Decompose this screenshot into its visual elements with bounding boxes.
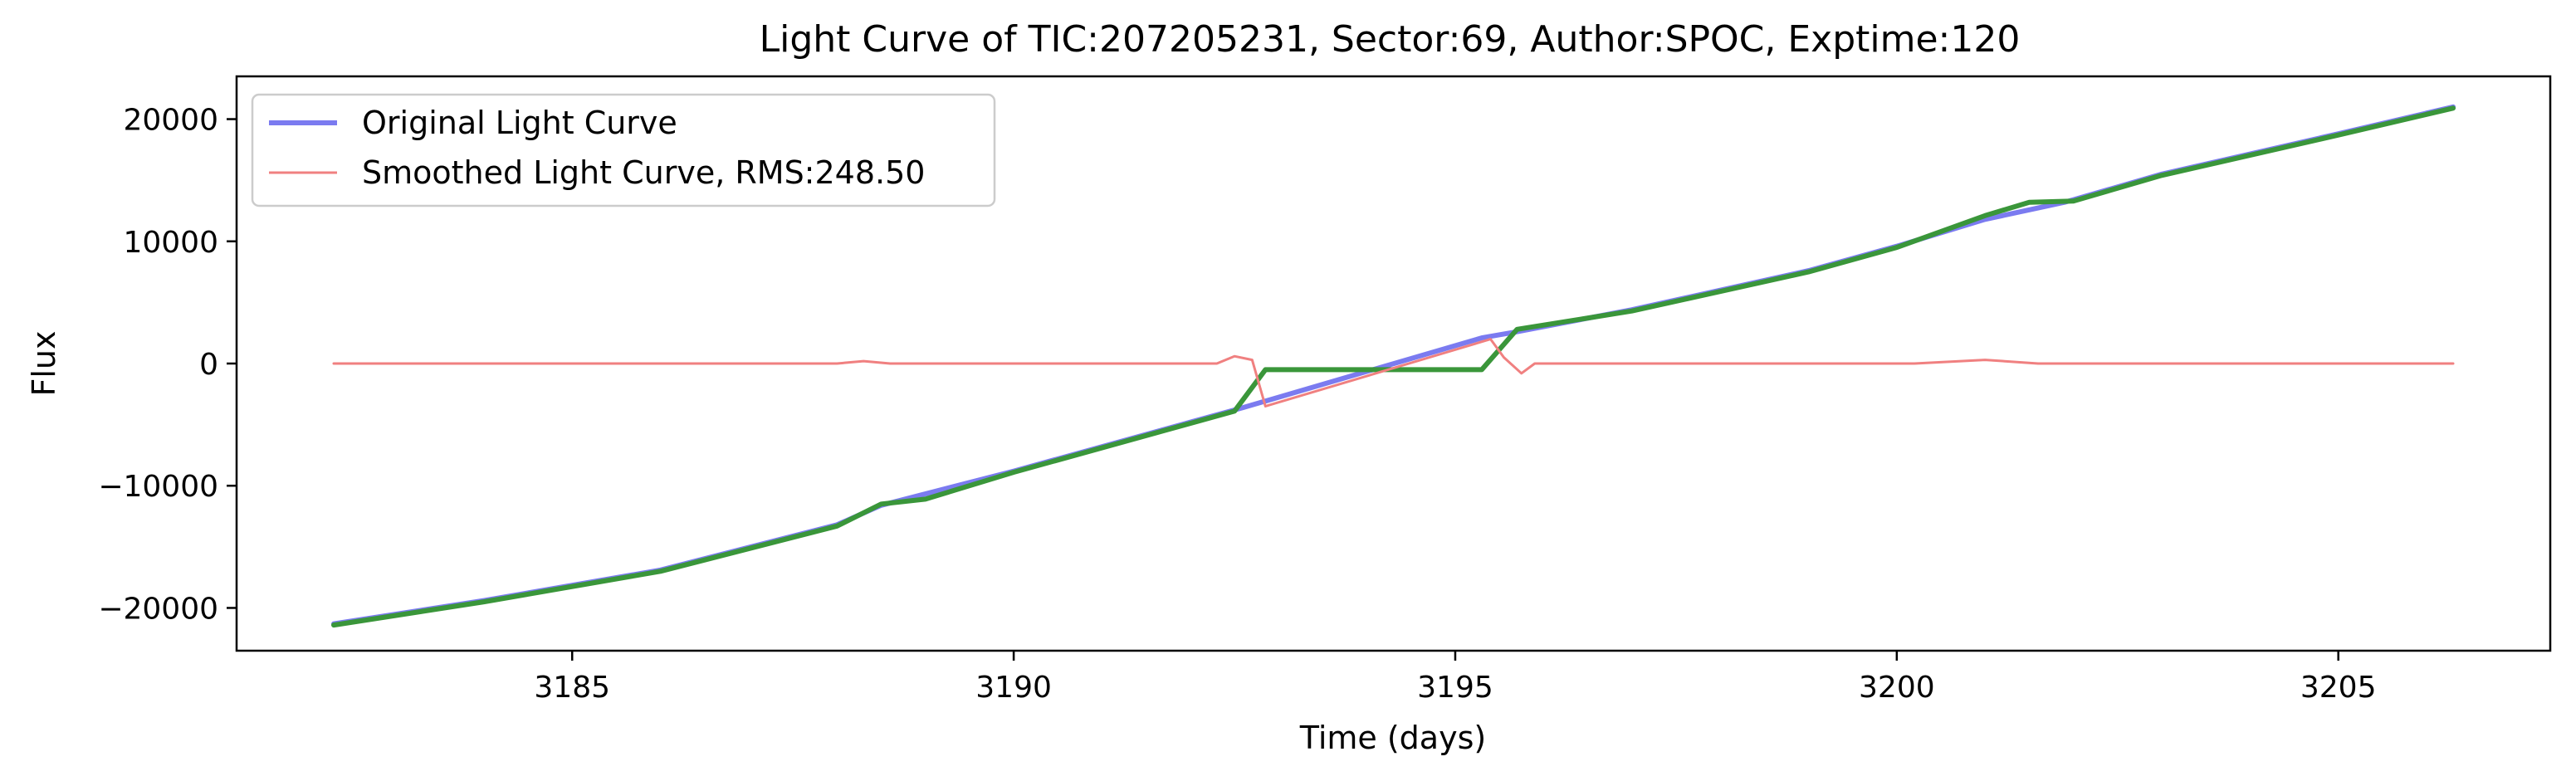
x-tick-label: 3185: [534, 671, 610, 705]
y-tick-label: −10000: [98, 470, 218, 504]
y-axis-ticks: −20000 −10000 0 10000 20000: [98, 104, 237, 626]
y-axis-label: Flux: [26, 331, 62, 397]
x-axis-ticks: 3185 3190 3195 3200 3205: [534, 651, 2377, 705]
x-tick-label: 3200: [1859, 671, 1935, 705]
chart-title: Light Curve of TIC:207205231, Sector:69,…: [760, 18, 2021, 61]
legend-box: [251, 93, 996, 207]
y-tick-label: −20000: [98, 592, 218, 626]
legend-entry-smoothed: Smoothed Light Curve, RMS:248.50: [362, 154, 925, 191]
series-line-2: [331, 105, 2456, 628]
y-tick-label: 10000: [123, 226, 218, 260]
y-tick-label: 0: [199, 348, 218, 382]
series-layer: [331, 104, 2456, 628]
legend-entry-original: Original Light Curve: [362, 105, 677, 141]
x-axis-label: Time (days): [1299, 720, 1486, 756]
legend: Original Light Curve Smoothed Light Curv…: [251, 93, 996, 207]
y-tick-label: 20000: [123, 104, 218, 138]
series-line-1: [332, 338, 2455, 408]
x-tick-label: 3195: [1417, 671, 1493, 705]
x-tick-label: 3190: [975, 671, 1052, 705]
x-tick-label: 3205: [2300, 671, 2377, 705]
